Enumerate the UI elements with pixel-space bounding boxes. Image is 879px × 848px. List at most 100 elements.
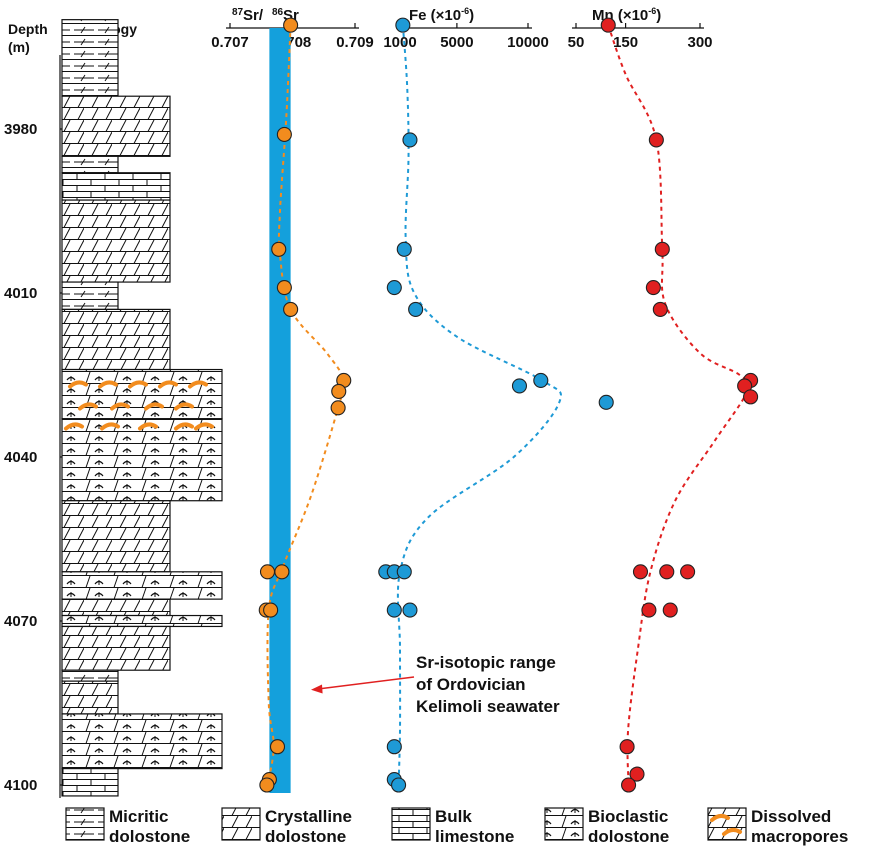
axis-tick-label: 0.707 [211,34,249,51]
mn-data-point [743,389,759,405]
sr-data-point [274,564,290,580]
fe-data-point [386,602,402,618]
lithology-unit-crystalline [61,199,171,283]
mn-data-point [600,17,616,33]
mn-data-point [654,241,670,257]
fe-data-point [598,394,614,410]
mn-data-point [632,564,649,580]
fe-data-point [396,564,412,580]
axis-tick-label: 50 [568,34,585,51]
lithology-unit-limestone [61,172,171,201]
axis-tick-label: 0.709 [336,34,374,51]
sr-data-point [276,126,292,143]
pore-mark [64,422,84,431]
depth-tick-label: 4010 [4,285,37,302]
mn-data-point [621,777,637,793]
lithology-unit-bioclastic [61,571,223,600]
pore-mark [128,380,148,389]
sr-data-point [259,564,276,580]
sr-data-point [276,279,292,296]
legend-label-dissolved-2: macropores [751,827,848,846]
fe-data-point [402,132,418,148]
depth-tick-label: 4070 [4,613,37,630]
lithology-unit-micritic [61,281,119,311]
axis-tick-label: 5000 [440,34,473,51]
sr-seawater-band [269,28,291,793]
legend-pore-mark [710,813,730,822]
lithology-unit-limestone [61,767,119,797]
lithology-unit-crystalline [61,680,119,715]
legend-swatch-micritic [65,807,105,841]
mn-data-point [652,301,668,317]
sr-data-point [331,383,347,399]
fe-trend-curve [396,25,563,786]
fe-panel: Fe (×10-6) 1000 5000 10000 [378,6,614,793]
lithology-column [61,19,223,797]
mn-data-point [629,766,645,782]
legend-label-micritic-2: dolostone [109,827,190,846]
depth-axis: Depth (m) 3980 4010 4040 4070 4100 [4,21,66,798]
lithology-unit-bioclastic [61,614,223,628]
legend-label-crystalline-2: dolostone [265,827,346,846]
fe-data-point [386,739,402,755]
legend-label-bioclastic-2: dolostone [588,827,669,846]
mn-data-point [641,602,657,618]
pore-mark [194,422,214,431]
pore-mark [158,380,178,389]
lithology-unit-crystalline [61,598,171,617]
pore-mark [78,402,98,411]
pore-mark [174,422,194,431]
lithology-unit-bioclastic [61,713,223,770]
sr-title-sup1: 87 [232,7,244,18]
seawater-annotation: Sr-isotopic range of Ordovician Kelimoli… [311,653,560,716]
sr-panel: 87 Sr/ 86 Sr 0.707 0.708 0.709 [211,7,374,793]
fe-data-point [533,372,549,389]
depth-axis-unit: (m) [8,39,30,55]
sr-data-point [269,739,286,755]
annotation-arrowhead [311,684,323,694]
mn-data-point [662,602,678,618]
axis-tick-label: 150 [613,34,638,51]
lithology-unit-bioclastic-dissolved [61,368,223,420]
fe-data-point [408,301,424,317]
mn-trend-curve [607,24,750,786]
fe-title: Fe (×10-6) [409,6,474,24]
mn-data-point [619,739,635,755]
legend-swatch-dissolved [707,807,747,841]
legend-label-crystalline: Crystalline [265,807,352,826]
legend-swatch-crystalline [221,807,261,841]
sr-title-sup2: 86 [272,7,284,18]
sr-data-point [283,17,299,33]
pore-mark [188,380,208,389]
pore-mark [100,422,120,431]
lithology-unit-crystalline [61,95,171,157]
sr-data-point [330,400,346,416]
legend-label-bioclastic: Bioclastic [588,807,668,826]
fe-data-point [391,777,407,793]
fe-data-point [511,378,528,394]
legend-pore-mark [722,827,742,836]
legend-label-limestone-2: limestone [435,827,514,846]
legend-label-limestone: Bulk [435,807,472,826]
sr-title-part1: Sr/ [243,7,264,24]
fe-data-point [395,17,411,33]
lithology-unit-bioclastic [61,418,223,502]
pore-mark [174,402,194,411]
mn-data-point [648,132,664,148]
fe-data-point [396,241,412,257]
legend-swatch-bioclastic [544,807,584,841]
pore-mark [68,380,88,389]
annotation-line-3: Kelimoli seawater [416,697,560,716]
annotation-line-2: of Ordovician [416,675,526,694]
depth-axis-label: Depth [8,21,48,37]
mn-panel: Mn (×10-6) 50 150 300 [568,6,759,793]
legend-label-micritic: Micritic [109,807,169,826]
lithology-unit-micritic [61,155,119,174]
depth-tick-label: 4040 [4,449,37,466]
pore-mark [138,422,158,431]
legend-swatch-limestone [391,807,431,841]
lithology-unit-crystalline [61,625,171,671]
lithology-unit-crystalline [61,308,171,371]
axis-tick-label: 300 [687,34,712,51]
